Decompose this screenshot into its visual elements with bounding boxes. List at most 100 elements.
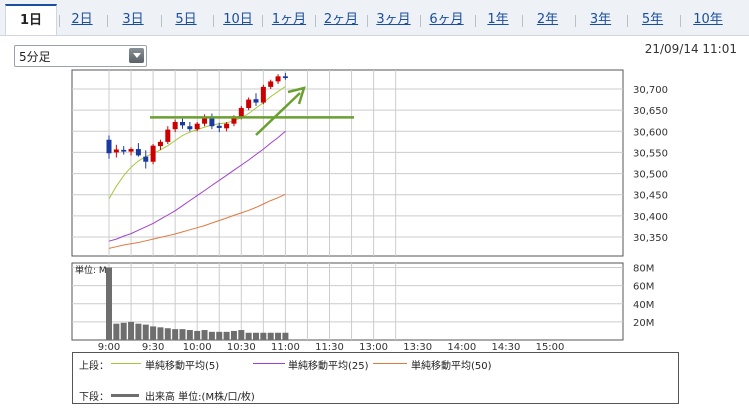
candle-body bbox=[172, 121, 178, 130]
candle-body bbox=[121, 149, 127, 152]
volume-bar bbox=[260, 332, 267, 340]
x-tick-label: 14:00 bbox=[447, 342, 476, 352]
candle-body bbox=[187, 126, 193, 130]
volume-bar bbox=[142, 324, 149, 340]
volume-tick-label: 80M bbox=[633, 264, 654, 275]
candle bbox=[121, 146, 127, 155]
tab-3[interactable]: 5日 bbox=[175, 12, 197, 27]
candle-body bbox=[180, 121, 185, 126]
candle bbox=[172, 119, 178, 133]
candle bbox=[194, 121, 200, 132]
volume-bar bbox=[164, 328, 171, 340]
price-tick-label: 30,350 bbox=[633, 233, 668, 244]
volume-bar bbox=[201, 330, 208, 340]
candle-body bbox=[260, 86, 266, 103]
ma50-line bbox=[108, 193, 286, 249]
tab-separator bbox=[475, 15, 476, 27]
legend-ma5: 単純移動平均(5) bbox=[145, 361, 220, 372]
tab-6[interactable]: 2ヶ月 bbox=[323, 12, 359, 27]
tab-separator bbox=[367, 15, 368, 27]
candle bbox=[113, 144, 119, 158]
volume-bar bbox=[282, 332, 289, 340]
tab-7[interactable]: 3ヶ月 bbox=[376, 12, 411, 27]
x-tick-label: 9:30 bbox=[142, 342, 164, 352]
tab-1[interactable]: 2日 bbox=[71, 12, 93, 27]
volume-bar bbox=[194, 330, 201, 340]
candle-body bbox=[209, 116, 215, 127]
volume-bar bbox=[150, 326, 157, 340]
candle bbox=[128, 147, 134, 156]
x-tick-label: 10:30 bbox=[227, 342, 256, 352]
volume-bar bbox=[135, 323, 142, 340]
tab-separator bbox=[213, 15, 214, 27]
volume-bar bbox=[128, 321, 135, 340]
volume-bar bbox=[186, 330, 193, 340]
tab-9[interactable]: 1年 bbox=[487, 12, 509, 27]
volume-unit-label: 単位: M bbox=[75, 264, 107, 276]
volume-bar bbox=[275, 332, 282, 340]
volume-bar bbox=[223, 331, 230, 340]
volume-bar bbox=[120, 322, 127, 340]
interval-select[interactable]: 5分足 bbox=[14, 45, 147, 67]
tab-0[interactable]: 1日 bbox=[5, 4, 57, 35]
tab-separator bbox=[315, 15, 316, 27]
x-tick-label: 15:00 bbox=[536, 342, 565, 352]
volume-panel bbox=[71, 262, 624, 341]
price-tick-label: 30,550 bbox=[633, 148, 668, 159]
volume-tick-label: 60M bbox=[633, 282, 654, 293]
legend-upper-label: 上段： bbox=[79, 361, 109, 372]
tab-11[interactable]: 3年 bbox=[589, 12, 612, 27]
candle-body bbox=[282, 76, 288, 79]
candle bbox=[268, 79, 274, 90]
price-tick-label: 30,600 bbox=[633, 127, 668, 138]
volume-bar bbox=[216, 331, 223, 340]
tab-separator bbox=[161, 15, 162, 27]
tab-12[interactable]: 5年 bbox=[641, 12, 664, 27]
candle-body bbox=[246, 99, 252, 109]
legend: 上段： 単純移動平均(5) 単純移動平均(25) 単純移動平均(50) 下段： … bbox=[72, 352, 679, 404]
x-tick-label: 14:30 bbox=[491, 342, 520, 352]
legend-volume: 出来高 単位:(M株/口/枚) bbox=[145, 392, 255, 403]
legend-volume-swatch bbox=[111, 394, 139, 397]
candle-body bbox=[194, 123, 200, 130]
volume-bar bbox=[230, 330, 237, 340]
candle bbox=[275, 74, 281, 84]
tab-separator bbox=[680, 15, 681, 27]
annotation-arrow-shaft bbox=[255, 92, 301, 136]
volume-bar bbox=[179, 329, 186, 340]
candle-body bbox=[150, 145, 156, 162]
candle bbox=[150, 143, 156, 165]
x-tick-label: 13:30 bbox=[403, 342, 432, 352]
volume-bar bbox=[106, 267, 112, 340]
annotation-arrow-head bbox=[287, 86, 306, 105]
legend-ma50-swatch bbox=[373, 363, 407, 364]
tab-13[interactable]: 10年 bbox=[693, 12, 723, 27]
candle-body bbox=[231, 117, 237, 124]
tab-separator bbox=[107, 15, 108, 27]
dropdown-button[interactable] bbox=[129, 48, 144, 63]
candle-body bbox=[135, 149, 141, 156]
tab-10[interactable]: 2年 bbox=[536, 12, 559, 27]
candle-body bbox=[224, 123, 230, 129]
volume-bar bbox=[267, 332, 274, 340]
candle-body bbox=[165, 129, 171, 142]
tab-separator bbox=[627, 15, 628, 27]
tab-4[interactable]: 10日 bbox=[223, 12, 253, 27]
x-tick-label: 9:00 bbox=[98, 342, 120, 352]
candle-body bbox=[157, 141, 163, 147]
x-tick-label: 13:00 bbox=[359, 342, 388, 352]
tab-5[interactable]: 1ヶ月 bbox=[271, 12, 307, 27]
price-tick-label: 30,500 bbox=[633, 170, 668, 181]
candle-body bbox=[238, 108, 244, 118]
price-tick-label: 30,400 bbox=[633, 212, 668, 223]
legend-ma50: 単純移動平均(50) bbox=[411, 361, 492, 372]
volume-bar bbox=[253, 332, 259, 340]
tab-separator bbox=[522, 15, 523, 27]
volume-bar bbox=[172, 329, 179, 340]
candle bbox=[135, 143, 141, 157]
tab-8[interactable]: 6ヶ月 bbox=[429, 12, 464, 27]
tab-2[interactable]: 3日 bbox=[122, 12, 144, 27]
candle-body bbox=[202, 116, 208, 124]
candle bbox=[282, 72, 288, 80]
volume-bar bbox=[157, 327, 164, 340]
